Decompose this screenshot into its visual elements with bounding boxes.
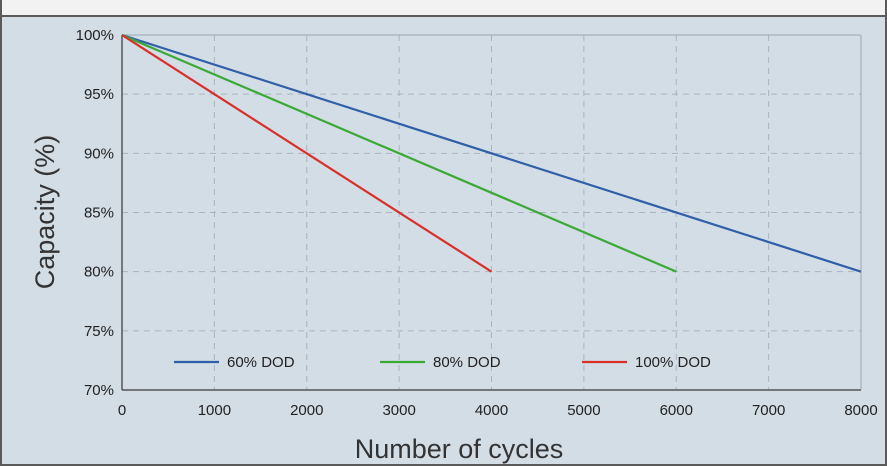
series-line-1 (121, 33, 862, 273)
x-tick-labels: 0 1000 2000 3000 4000 5000 6000 7000 8000 (118, 402, 878, 419)
y-tick-label: 100% (76, 27, 114, 44)
legend-label-1: 60% DOD (227, 354, 295, 371)
x-tick-label: 5000 (567, 402, 600, 419)
y-tick-label: 85% (84, 205, 114, 222)
x-tick-label: 3000 (382, 402, 415, 419)
x-tick-label: 2000 (290, 402, 323, 419)
series-line-3 (121, 34, 493, 273)
series-line-2 (121, 33, 677, 273)
x-tick-label: 8000 (844, 402, 877, 419)
y-axis-title: Capacity (%) (30, 135, 60, 290)
x-tick-label: 7000 (752, 402, 785, 419)
axes (121, 34, 862, 391)
legend: 60% DOD 80% DOD 100% DOD (174, 354, 711, 371)
legend-label-3: 100% DOD (635, 354, 711, 371)
grid-lines (122, 35, 861, 390)
y-tick-label: 90% (84, 145, 114, 162)
series-lines (121, 33, 862, 273)
y-tick-label: 80% (84, 264, 114, 281)
x-tick-label: 4000 (475, 402, 508, 419)
x-axis-title: Number of cycles (355, 434, 564, 464)
y-tick-label: 95% (84, 86, 114, 103)
y-tick-label: 70% (84, 382, 114, 399)
y-tick-labels: 70% 75% 80% 85% 90% 95% 100% (76, 27, 114, 399)
x-tick-label: 0 (118, 402, 126, 419)
y-tick-label: 75% (84, 323, 114, 340)
x-tick-label: 6000 (660, 402, 693, 419)
x-tick-label: 1000 (198, 402, 231, 419)
title-bar (2, 0, 885, 17)
legend-label-2: 80% DOD (433, 354, 501, 371)
